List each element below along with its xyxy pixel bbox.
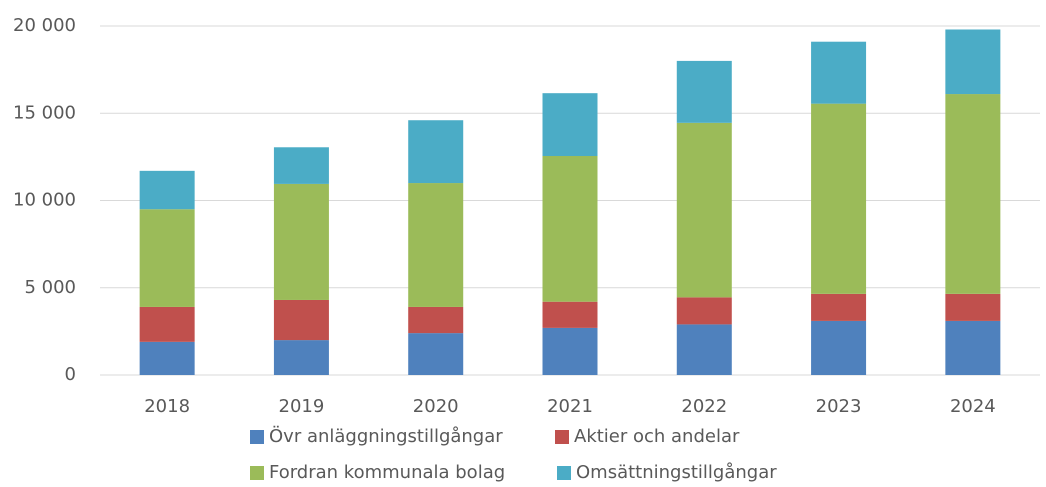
bar-segment [676, 122, 732, 298]
legend-swatch [250, 466, 264, 480]
bar-segment [676, 297, 732, 325]
bar-segment [273, 340, 329, 375]
legend-swatch [555, 430, 569, 444]
legend-swatch [557, 466, 571, 480]
bar-segment [945, 320, 1001, 375]
bar-segment [676, 324, 732, 375]
y-tick-label: 20 000 [13, 15, 76, 36]
bar-segment [408, 120, 464, 184]
bar-segment [408, 306, 464, 334]
x-tick-label: 2019 [279, 396, 325, 417]
x-tick-label: 2022 [681, 396, 727, 417]
x-tick-label: 2023 [816, 396, 862, 417]
bar-segment [542, 327, 598, 375]
x-tick-label: 2024 [950, 396, 996, 417]
bar-segment [408, 333, 464, 375]
bar-segment [273, 147, 329, 184]
bar-segment [542, 156, 598, 302]
bar-segment [542, 301, 598, 328]
bar-segment [542, 93, 598, 157]
bar-segment [408, 183, 464, 307]
bar-segment [676, 60, 732, 123]
bar-segment [811, 41, 867, 104]
bar-segment [139, 170, 195, 210]
bar-segment [945, 94, 1001, 294]
bar-segment [273, 299, 329, 341]
legend-label: Övr anläggningstillgångar [269, 425, 503, 447]
y-tick-label: 5 000 [24, 277, 76, 298]
x-tick-label: 2020 [413, 396, 459, 417]
legend-label: Omsättningstillgångar [576, 462, 777, 483]
bar-segment [139, 341, 195, 375]
x-tick-label: 2021 [547, 396, 593, 417]
bar-segment [273, 183, 329, 300]
y-tick-label: 15 000 [13, 102, 76, 123]
y-tick-label: 0 [65, 364, 76, 385]
legend-label: Fordran kommunala bolag [269, 462, 505, 483]
y-tick-label: 10 000 [13, 190, 76, 211]
bar-segment [139, 306, 195, 342]
bar-segment [945, 29, 1001, 95]
legend-swatch [250, 430, 264, 444]
bar-segment [811, 320, 867, 375]
bar-segment [139, 209, 195, 307]
legend-label: Aktier och andelar [574, 426, 740, 447]
bar-segment [811, 293, 867, 321]
bar-segment [811, 103, 867, 294]
bar-segment [945, 293, 1001, 321]
x-tick-label: 2018 [144, 396, 190, 417]
